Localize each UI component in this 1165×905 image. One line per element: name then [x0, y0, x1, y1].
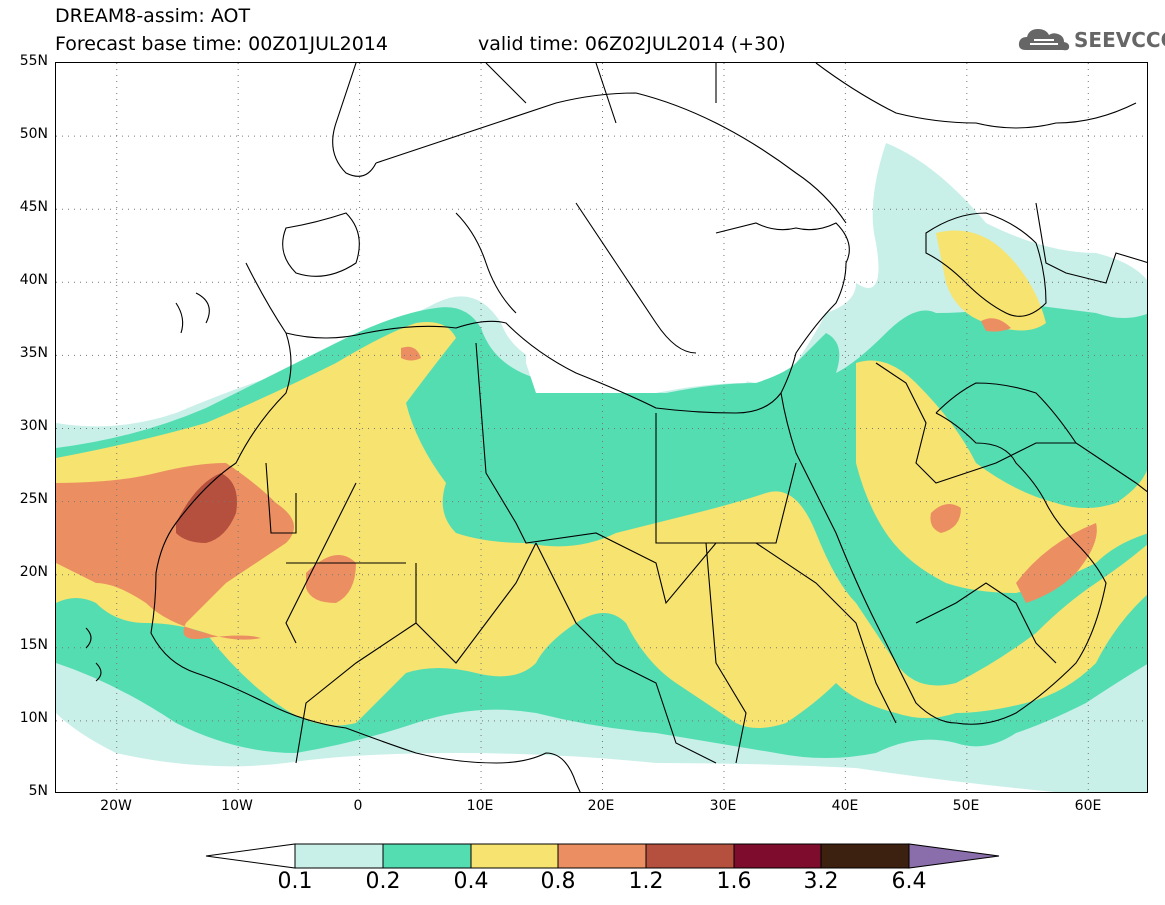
colorbar-label: 6.4 [891, 869, 927, 894]
colorbar-seg-6 [733, 843, 822, 869]
lat-label: 25N [19, 491, 48, 507]
lat-label: 15N [19, 637, 48, 653]
colorbar-seg-2 [382, 843, 472, 869]
lon-label: 30E [709, 798, 737, 814]
forecast-base-time: Forecast base time: 00Z01JUL2014 [55, 33, 388, 55]
lon-label: 10W [221, 798, 253, 814]
aot-band-0.8-arabia [930, 504, 961, 533]
lat-label: 55N [19, 53, 48, 69]
lon-label: 10E [466, 798, 494, 814]
lat-label: 20N [19, 564, 48, 580]
gridlines [56, 63, 1147, 792]
colorbar-label: 0.4 [453, 869, 489, 894]
colorbar-seg-3 [470, 843, 559, 869]
aot-band-0.8-sahara [306, 555, 356, 603]
lat-label: 5N [28, 783, 48, 799]
coastlines [85, 63, 1147, 792]
chart-title: DREAM8-assim: AOT [55, 5, 251, 27]
lat-label: 30N [19, 418, 48, 434]
aot-band-0.4-caspian [936, 230, 1046, 331]
lat-label: 10N [19, 710, 48, 726]
colorbar-seg-1 [294, 843, 384, 869]
colorbar [205, 843, 1000, 869]
colorbar-label: 0.1 [277, 869, 313, 894]
colorbar-seg-0 [205, 843, 296, 869]
cloud-icon [1018, 29, 1070, 51]
aot-clear-med [526, 293, 776, 393]
colorbar-seg-5 [645, 843, 735, 869]
aot-band-0.8-atlas [401, 346, 421, 361]
logo-text: SEEVCCC [1074, 28, 1165, 52]
aot-band-0.4 [56, 322, 1147, 728]
colorbar-label: 0.2 [365, 869, 401, 894]
seevccc-logo: SEEVCCC [1018, 24, 1165, 54]
lon-label: 40E [831, 798, 859, 814]
colorbar-label: 3.2 [803, 869, 839, 894]
aot-band-1.2 [176, 473, 237, 543]
lon-label: 20E [587, 798, 615, 814]
colorbar-seg-4 [557, 843, 647, 869]
colorbar-seg-8 [908, 843, 1000, 869]
lat-label: 40N [19, 272, 48, 288]
lat-label: 45N [19, 199, 48, 215]
aot-band-0.8-iran [981, 318, 1011, 332]
lon-label: 0 [353, 798, 363, 814]
colorbar-label: 1.6 [716, 869, 752, 894]
aot-field [56, 143, 1147, 792]
lon-label: 60E [1074, 798, 1102, 814]
colorbar-label: 0.8 [540, 869, 576, 894]
colorbar-seg-7 [820, 843, 910, 869]
lon-label: 50E [952, 798, 980, 814]
lat-label: 50N [19, 126, 48, 142]
colorbar-label: 1.2 [628, 869, 664, 894]
valid-time: valid time: 06Z02JUL2014 (+30) [478, 33, 786, 55]
lat-label: 35N [19, 345, 48, 361]
map-area [55, 62, 1148, 793]
lon-label: 20W [100, 798, 132, 814]
